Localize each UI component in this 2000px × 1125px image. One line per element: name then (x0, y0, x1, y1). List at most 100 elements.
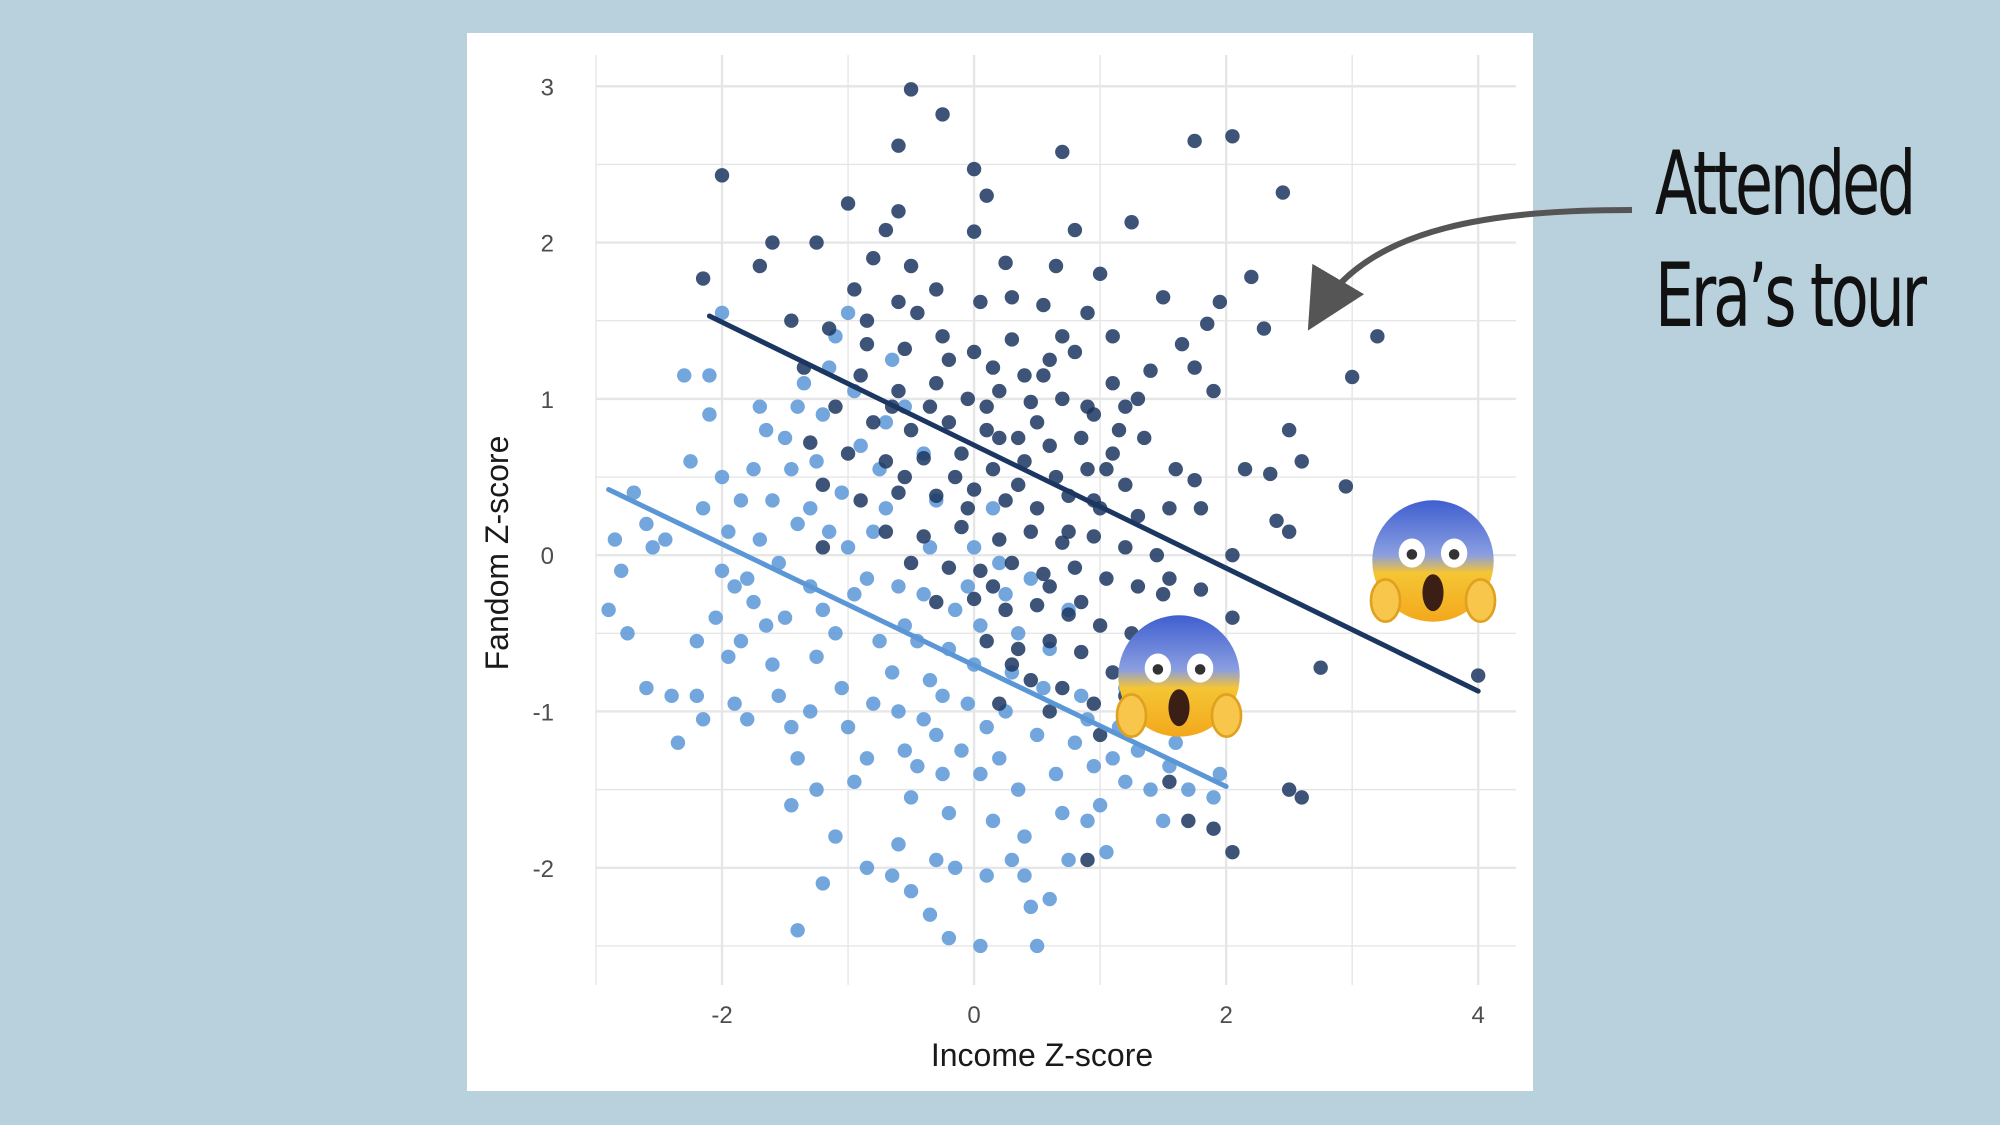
attended-point (1225, 844, 1240, 860)
attended-point (903, 555, 919, 571)
attended-point (847, 282, 862, 297)
attended-point (1105, 376, 1120, 391)
not-attended-point (746, 594, 761, 610)
not-attended-point (1023, 899, 1038, 915)
not-attended-point (677, 368, 692, 383)
not-attended-point (664, 688, 679, 704)
not-attended-point (897, 743, 912, 758)
not-attended-point (954, 743, 969, 758)
not-attended-point (973, 766, 988, 782)
annotation-label: Attended Era’s tour (1655, 128, 1927, 352)
attended-point (979, 188, 994, 203)
not-attended-point (765, 657, 780, 672)
attended-point (941, 560, 957, 575)
not-attended-point (796, 376, 812, 391)
not-attended-point (1061, 852, 1076, 868)
attended-point (998, 255, 1013, 271)
not-attended-point (1206, 790, 1221, 805)
y-tick-label: 0 (541, 543, 554, 570)
not-attended-point (935, 688, 950, 704)
not-attended-point (1155, 813, 1171, 829)
not-attended-point (601, 602, 616, 618)
attended-point (979, 422, 994, 438)
attended-point (695, 271, 711, 286)
attended-point (891, 204, 906, 219)
not-attended-point (740, 712, 755, 727)
attended-point (998, 602, 1013, 618)
attended-point (1080, 462, 1095, 477)
attended-point (1042, 352, 1057, 367)
attended-point (998, 493, 1013, 508)
attended-point (910, 305, 925, 321)
not-attended-point (834, 680, 849, 696)
attended-point (1281, 422, 1297, 438)
attended-point (1225, 610, 1240, 625)
not-attended-point (840, 719, 856, 735)
not-attended-point (733, 633, 749, 649)
attended-point (985, 579, 1001, 594)
not-attended-point (992, 751, 1007, 766)
not-attended-point (790, 751, 805, 766)
attended-point (1118, 540, 1133, 555)
attended-point (1143, 363, 1158, 378)
not-attended-point (670, 735, 686, 750)
attended-point (714, 168, 730, 183)
attended-point (966, 161, 982, 177)
attended-point (1010, 477, 1026, 493)
not-attended-point (1105, 751, 1120, 766)
attended-point (1111, 422, 1127, 438)
not-attended-point (903, 790, 919, 805)
attended-point (891, 485, 906, 500)
not-attended-point (784, 719, 799, 735)
not-attended-point (658, 532, 673, 547)
y-tick-label: 3 (541, 74, 554, 101)
attended-point (903, 82, 919, 97)
attended-point (1137, 430, 1152, 446)
not-attended-point (1080, 813, 1095, 829)
attended-point (979, 633, 994, 649)
attended-point (941, 352, 957, 367)
not-attended-point (891, 837, 906, 852)
y-tick-label: 1 (541, 387, 554, 414)
not-attended-point (884, 665, 900, 680)
not-attended-point (1143, 782, 1158, 797)
not-attended-point (1029, 938, 1045, 954)
x-tick-label: -2 (711, 1002, 732, 1029)
not-attended-point (752, 532, 768, 547)
not-attended-point (992, 555, 1007, 571)
not-attended-point (891, 704, 906, 719)
not-attended-point (828, 626, 843, 641)
not-attended-point (1181, 782, 1196, 797)
not-attended-point (714, 469, 730, 485)
not-attended-point (758, 422, 774, 438)
not-attended-point (777, 430, 793, 446)
not-attended-point (702, 407, 717, 422)
attended-point (815, 477, 831, 493)
attended-point (1130, 579, 1146, 594)
attended-point (1055, 535, 1070, 550)
scatter-chart: -2 0 2 4 -2 -1 0 1 2 3 Income Z-score Fandom Z-sc… (479, 55, 1516, 1073)
not-attended-point (809, 782, 824, 797)
not-attended-point (998, 587, 1013, 602)
attended-point (1168, 462, 1183, 477)
attended-point (992, 430, 1007, 446)
attended-point (941, 415, 957, 430)
x-tick-label: 4 (1472, 1002, 1485, 1029)
attended-point (1237, 462, 1253, 477)
not-attended-point (702, 368, 717, 383)
attended-point (1067, 344, 1083, 360)
attended-point (1130, 391, 1146, 407)
attended-point (1206, 821, 1221, 836)
not-attended-point (847, 587, 862, 602)
not-attended-point (695, 501, 711, 516)
attended-point (828, 399, 843, 414)
not-attended-point (626, 485, 642, 500)
not-attended-trend-line (606, 487, 1229, 789)
not-attended-point (828, 829, 843, 844)
attended-point (1105, 665, 1120, 680)
attended-point (1004, 555, 1020, 571)
attended-point (960, 391, 975, 407)
attended-point (897, 341, 912, 357)
not-attended-point (708, 610, 723, 625)
attended-point (1162, 774, 1177, 790)
